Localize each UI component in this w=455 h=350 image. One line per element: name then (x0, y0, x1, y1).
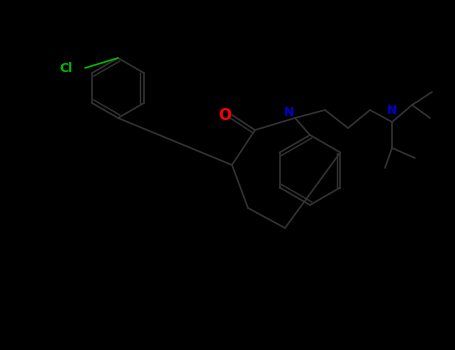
Text: N: N (284, 105, 294, 119)
Text: O: O (218, 107, 232, 122)
Text: Cl: Cl (60, 62, 73, 75)
Text: N: N (387, 104, 397, 117)
